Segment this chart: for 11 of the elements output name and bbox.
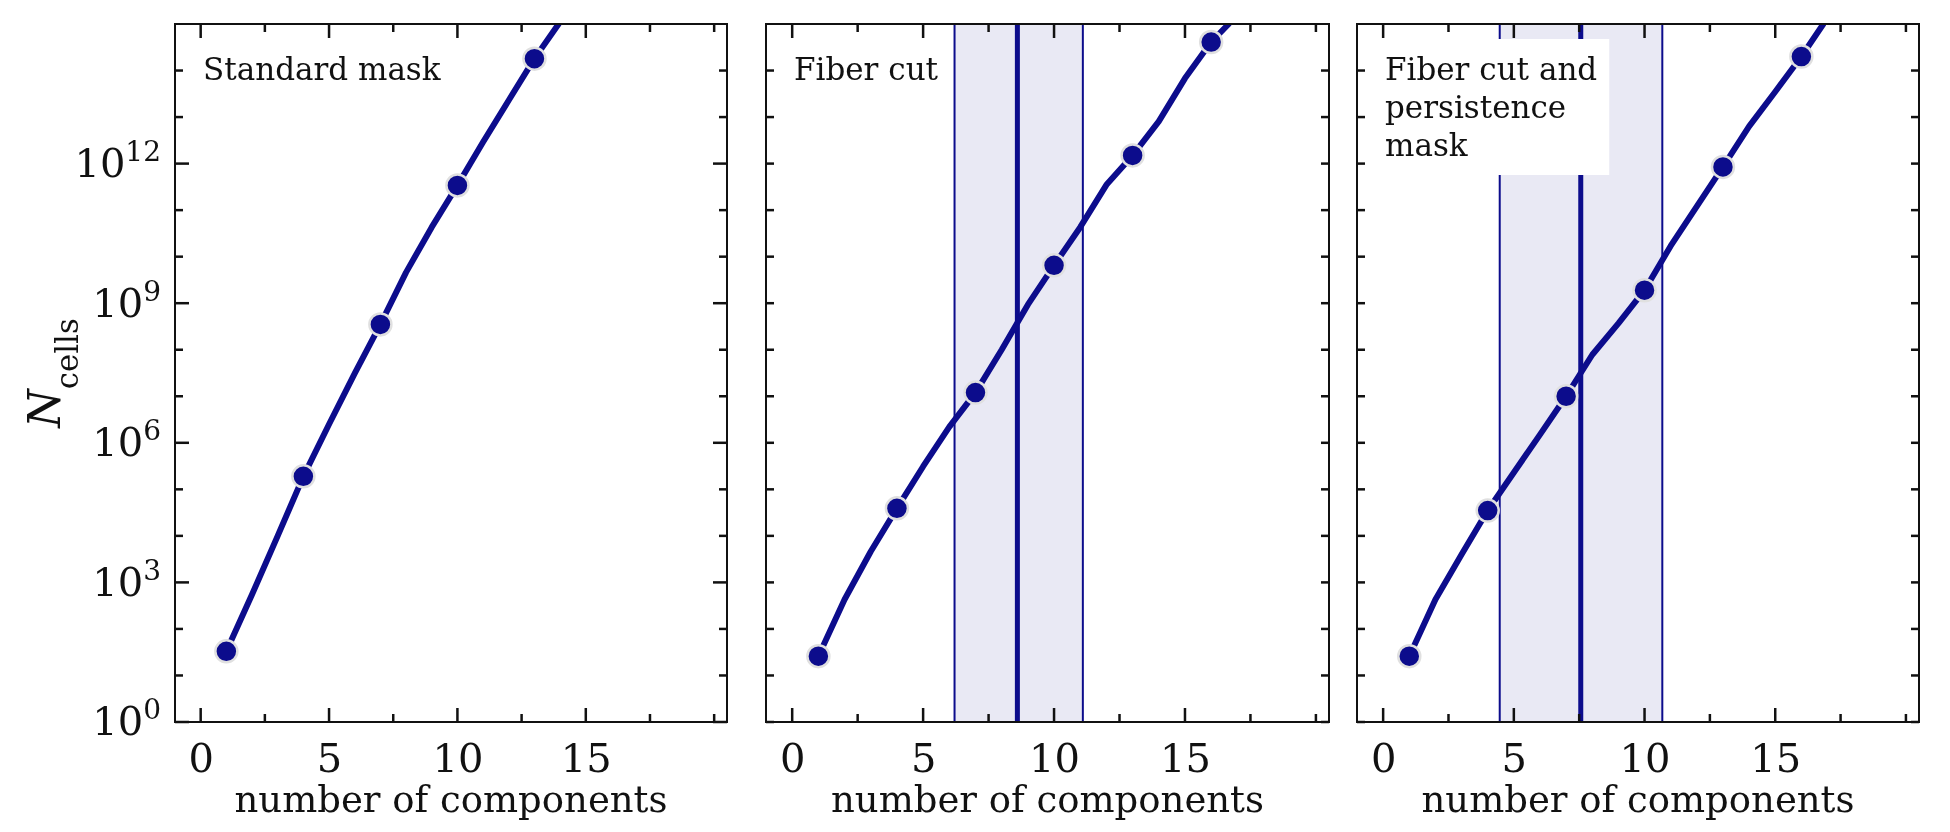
y-tick-label: 10$^{6}$ xyxy=(92,413,161,466)
x-tick-label: 0 xyxy=(188,735,214,782)
y-tick-label: 10$^{9}$ xyxy=(92,274,161,326)
y-tick-label: 10$^{3}$ xyxy=(92,553,161,605)
x-tick-label: 0 xyxy=(779,735,806,782)
annotation: Fiber cut xyxy=(794,51,939,87)
y-tick-label: 10$^{12}$ xyxy=(74,134,161,186)
annotation: Fiber cut and persistence mask xyxy=(1385,51,1598,163)
y-tick-label: 10$^{0}$ xyxy=(92,692,161,745)
x-tick-label: 0 xyxy=(1370,735,1397,782)
annotation: Standard mask xyxy=(203,51,441,87)
